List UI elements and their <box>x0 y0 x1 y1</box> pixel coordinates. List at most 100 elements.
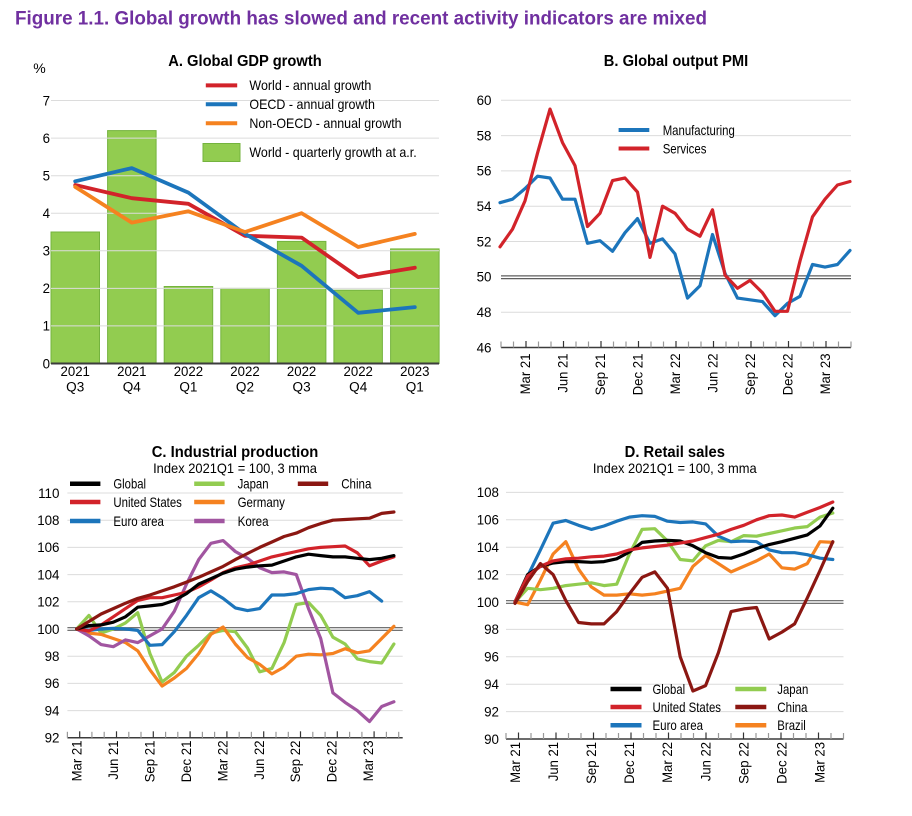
svg-text:Q3: Q3 <box>293 380 311 395</box>
svg-text:Global: Global <box>653 681 686 697</box>
svg-text:B. Global output PMI: B. Global output PMI <box>604 53 748 70</box>
svg-text:Non-OECD - annual growth: Non-OECD - annual growth <box>249 115 401 131</box>
svg-text:World - annual growth: World - annual growth <box>249 77 371 93</box>
svg-text:106: 106 <box>477 513 499 528</box>
svg-text:Mar 23: Mar 23 <box>361 741 376 782</box>
svg-text:Jun 21: Jun 21 <box>555 354 570 393</box>
svg-text:2022: 2022 <box>287 364 316 379</box>
svg-text:Sep 21: Sep 21 <box>584 742 599 784</box>
svg-text:7: 7 <box>43 93 50 108</box>
svg-text:6: 6 <box>43 131 50 146</box>
svg-text:OECD - annual growth: OECD - annual growth <box>249 96 375 112</box>
svg-text:100: 100 <box>37 622 59 637</box>
svg-text:46: 46 <box>477 340 492 355</box>
svg-text:Q1: Q1 <box>406 380 424 395</box>
svg-text:Jun 22: Jun 22 <box>252 741 267 780</box>
svg-text:94: 94 <box>45 703 60 718</box>
svg-text:94: 94 <box>484 677 499 692</box>
svg-text:102: 102 <box>37 595 59 610</box>
svg-text:Q4: Q4 <box>349 380 368 395</box>
svg-text:Sep 21: Sep 21 <box>593 354 608 396</box>
svg-text:Jun 22: Jun 22 <box>698 742 713 781</box>
svg-text:Index 2021Q1 = 100, 3 mma: Index 2021Q1 = 100, 3 mma <box>593 460 757 476</box>
svg-text:Mar 22: Mar 22 <box>668 354 683 395</box>
svg-text:Jun 21: Jun 21 <box>546 742 561 781</box>
svg-text:Q2: Q2 <box>236 380 254 395</box>
svg-text:2022: 2022 <box>174 364 203 379</box>
svg-text:Euro area: Euro area <box>653 717 704 733</box>
svg-text:C. Industrial production: C. Industrial production <box>152 444 319 461</box>
svg-text:Euro area: Euro area <box>113 513 164 529</box>
svg-text:Sep 22: Sep 22 <box>743 354 758 396</box>
svg-text:Mar 23: Mar 23 <box>818 354 833 395</box>
svg-text:China: China <box>341 476 371 492</box>
svg-text:Korea: Korea <box>238 513 269 529</box>
svg-text:D. Retail sales: D. Retail sales <box>625 444 725 461</box>
svg-text:58: 58 <box>477 128 492 143</box>
svg-text:Brazil: Brazil <box>777 717 806 733</box>
svg-text:Germany: Germany <box>238 494 285 510</box>
svg-text:World - quarterly growth at a.: World - quarterly growth at a.r. <box>249 144 416 160</box>
svg-text:Mar 21: Mar 21 <box>70 741 85 782</box>
svg-text:96: 96 <box>484 650 499 665</box>
svg-text:3: 3 <box>43 244 50 259</box>
svg-text:60: 60 <box>477 93 492 108</box>
svg-text:Sep 21: Sep 21 <box>142 741 157 783</box>
svg-text:90: 90 <box>484 732 499 747</box>
svg-text:Japan: Japan <box>238 476 269 492</box>
svg-text:Mar 21: Mar 21 <box>518 354 533 395</box>
svg-text:92: 92 <box>45 731 60 746</box>
svg-text:50: 50 <box>477 270 492 285</box>
svg-text:92: 92 <box>484 704 499 719</box>
svg-text:Dec 21: Dec 21 <box>622 742 637 784</box>
svg-text:Mar 23: Mar 23 <box>813 742 828 783</box>
svg-text:Global: Global <box>113 476 146 492</box>
svg-text:Q3: Q3 <box>66 380 84 395</box>
svg-text:A. Global GDP growth: A. Global GDP growth <box>168 53 322 70</box>
svg-text:4: 4 <box>43 206 51 221</box>
svg-text:Sep 22: Sep 22 <box>736 742 751 784</box>
svg-text:106: 106 <box>37 540 59 555</box>
svg-text:Dec 22: Dec 22 <box>780 354 795 396</box>
svg-text:Dec 21: Dec 21 <box>179 741 194 783</box>
svg-text:Q4: Q4 <box>123 380 142 395</box>
svg-text:98: 98 <box>45 649 60 664</box>
svg-text:2021: 2021 <box>117 364 146 379</box>
svg-text:Manufacturing: Manufacturing <box>663 122 735 138</box>
svg-text:110: 110 <box>38 486 59 501</box>
svg-text:Sep 22: Sep 22 <box>288 741 303 783</box>
svg-text:98: 98 <box>484 622 499 637</box>
svg-text:Services: Services <box>663 140 707 156</box>
svg-text:2022: 2022 <box>344 364 373 379</box>
svg-text:Dec 21: Dec 21 <box>630 354 645 396</box>
svg-text:United States: United States <box>113 494 181 510</box>
svg-text:2: 2 <box>43 281 50 296</box>
svg-text:United States: United States <box>653 699 722 715</box>
svg-text:Jun 22: Jun 22 <box>705 354 720 393</box>
svg-text:52: 52 <box>477 234 492 249</box>
svg-text:2023: 2023 <box>400 364 429 379</box>
svg-text:5: 5 <box>43 169 50 184</box>
svg-text:Index 2021Q1 = 100, 3 mma: Index 2021Q1 = 100, 3 mma <box>153 460 317 476</box>
svg-text:108: 108 <box>37 513 59 528</box>
svg-text:%: % <box>33 60 45 76</box>
svg-text:54: 54 <box>477 199 492 214</box>
svg-text:Mar 21: Mar 21 <box>508 742 523 783</box>
svg-text:Dec 22: Dec 22 <box>775 742 790 784</box>
svg-text:56: 56 <box>477 164 492 179</box>
svg-text:48: 48 <box>477 305 492 320</box>
svg-text:104: 104 <box>37 567 60 582</box>
svg-text:2022: 2022 <box>230 364 259 379</box>
svg-text:108: 108 <box>477 485 499 500</box>
svg-text:100: 100 <box>477 595 499 610</box>
svg-text:0: 0 <box>43 356 50 371</box>
svg-text:Mar 22: Mar 22 <box>660 742 675 783</box>
svg-text:96: 96 <box>45 676 60 691</box>
svg-text:102: 102 <box>477 567 499 582</box>
svg-text:2021: 2021 <box>61 364 90 379</box>
svg-text:104: 104 <box>477 540 500 555</box>
svg-text:Japan: Japan <box>777 681 808 697</box>
svg-text:Q1: Q1 <box>179 380 197 395</box>
svg-text:China: China <box>777 699 807 715</box>
svg-text:Jun 21: Jun 21 <box>106 741 121 780</box>
